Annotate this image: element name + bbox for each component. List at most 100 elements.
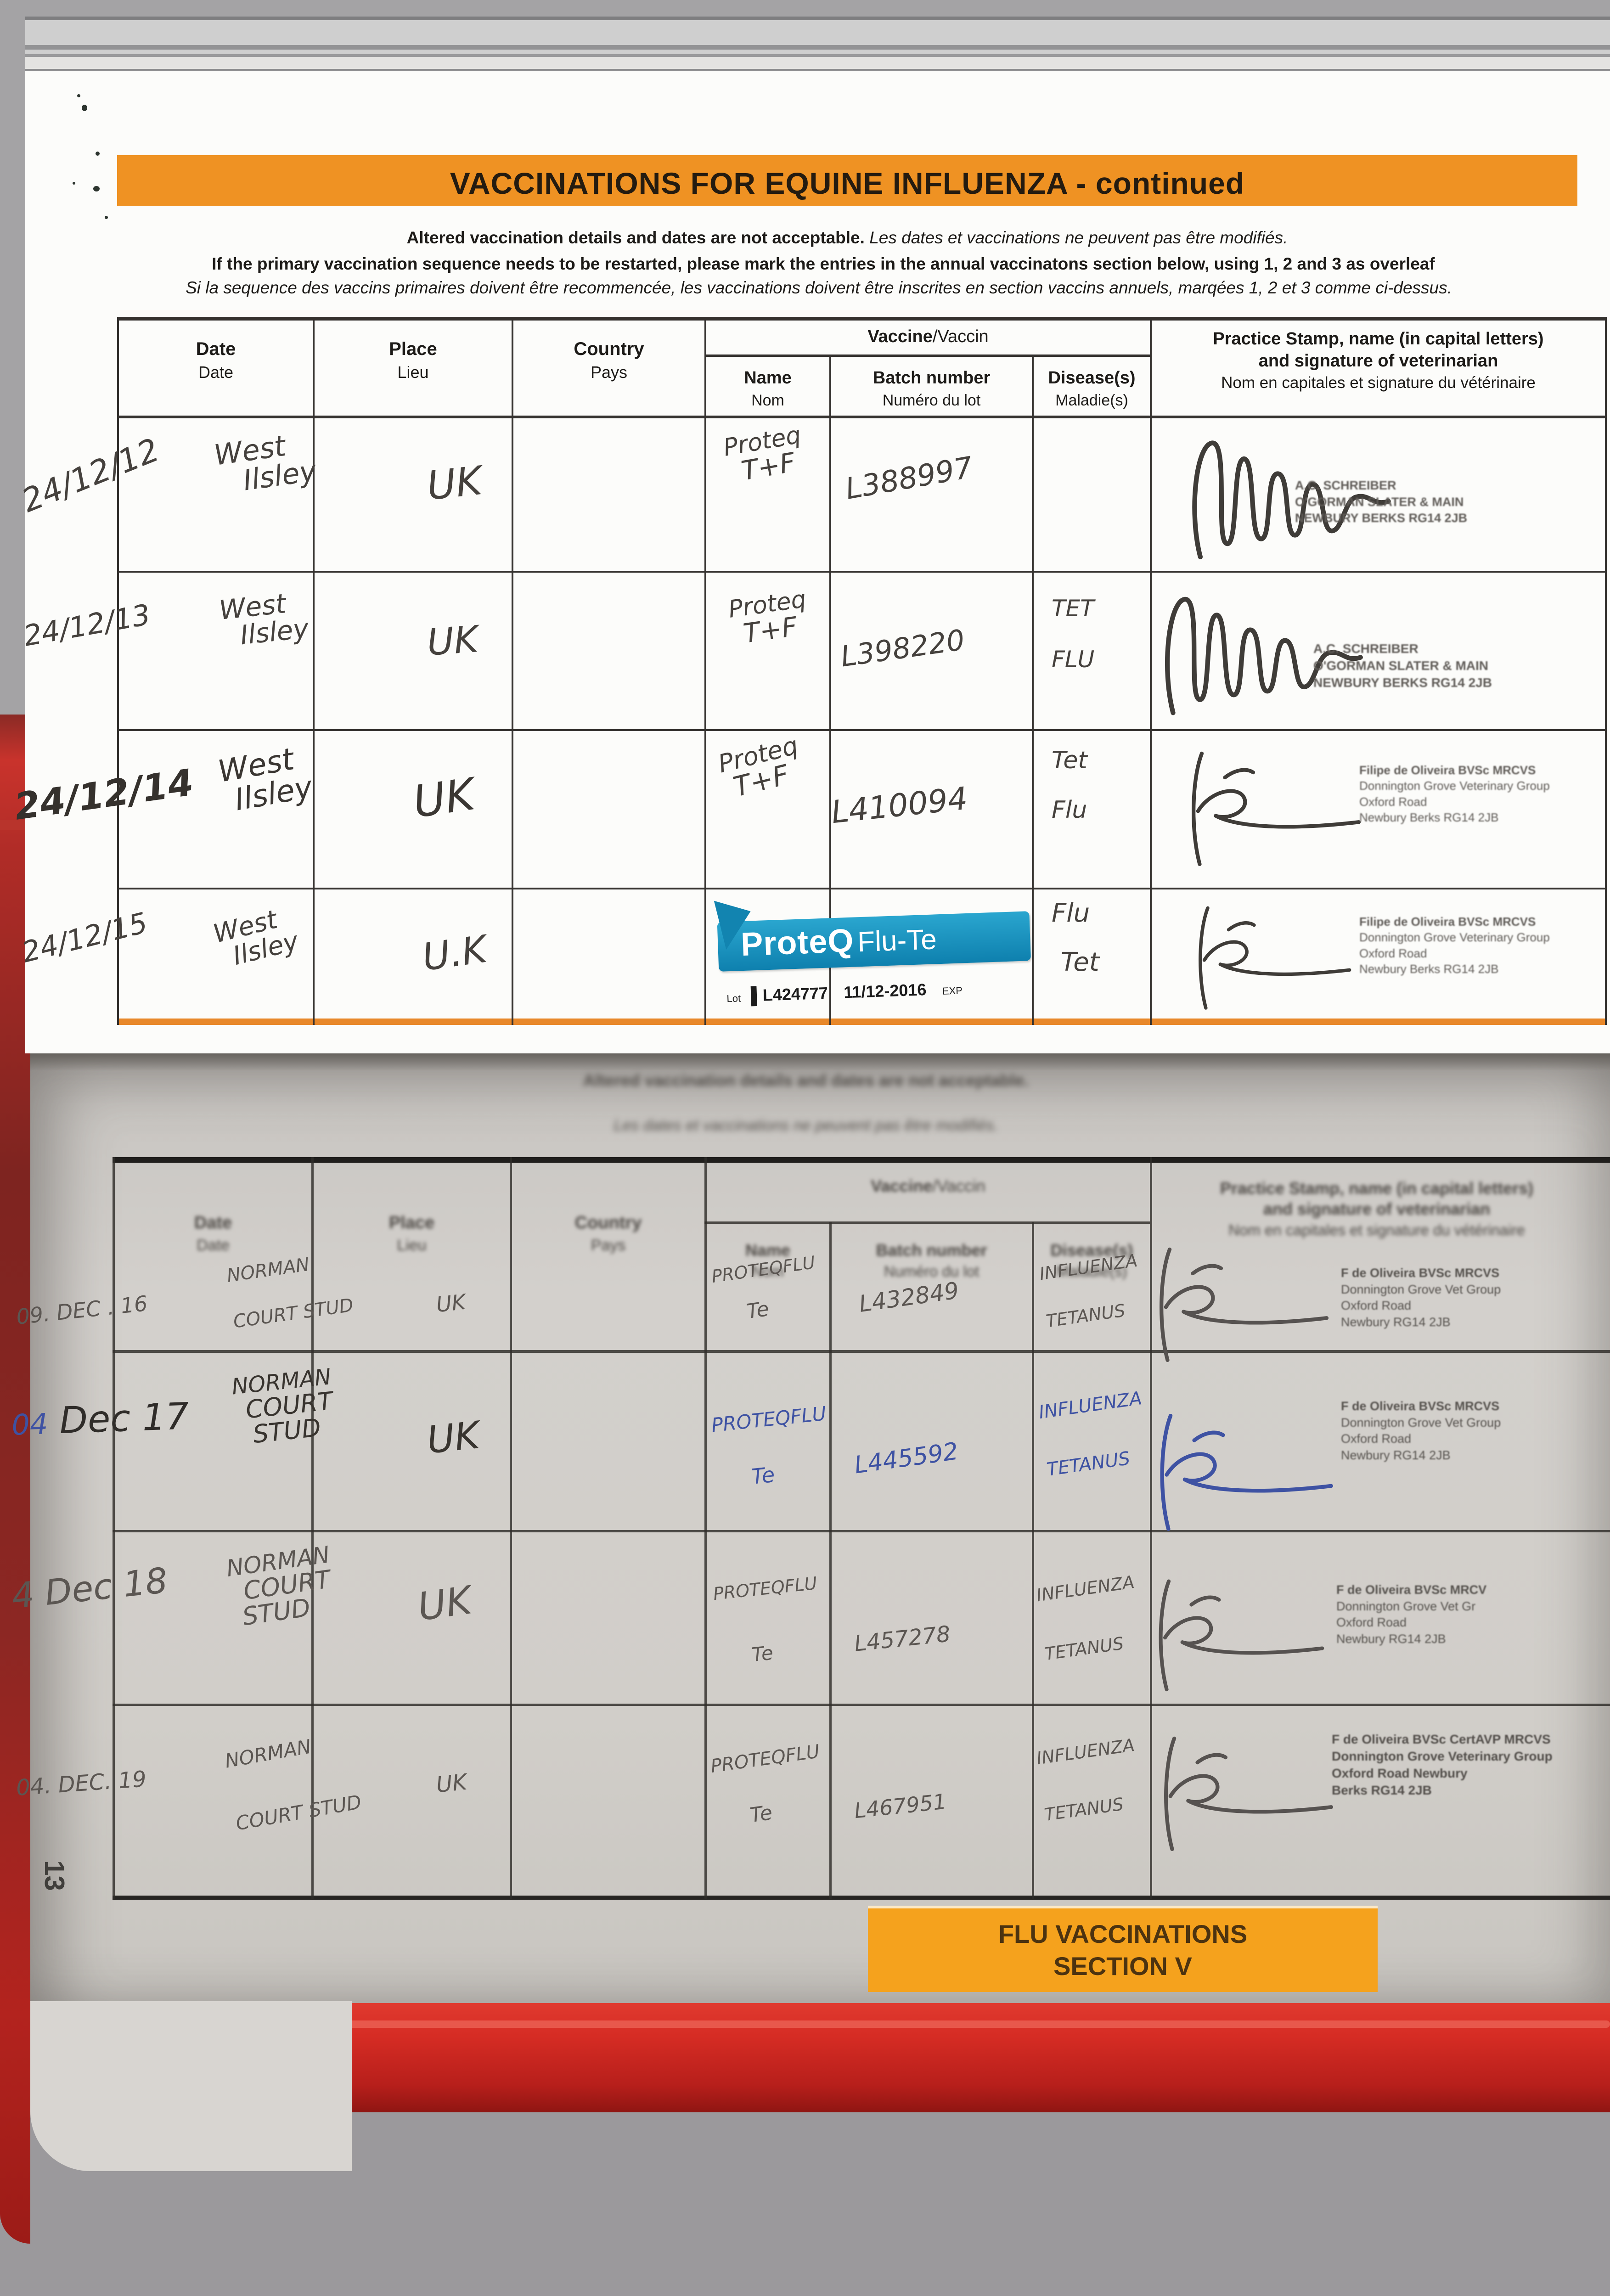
table-grid-line [512,317,513,1025]
col-header-disease-fr: Maladie(s) [1055,391,1128,409]
ink-speck [93,186,100,191]
vet-signature [1162,902,1364,1013]
entry-disease: TET FLU [1052,597,1094,671]
table-grid-line [117,888,1607,889]
sticker-exp-label: EXP [942,985,963,997]
entry-date-rest: Dec 17 [47,1395,190,1442]
stamp-line: Donnington Grove Vet Group [1341,1415,1501,1429]
ink-speck [73,182,75,185]
col-header-country: Country Pays [513,338,704,383]
restart-line-en: If the primary vaccination sequence need… [37,253,1610,275]
vet-signature [1130,1235,1332,1373]
vet-signature [1130,1396,1336,1548]
entry-place: West Ilsley [212,428,319,499]
table-grid-line [117,416,1607,418]
table-grid-line [313,317,315,1025]
entry-disease-line2: Flu [1052,796,1087,824]
col-header-date-en: Date [196,339,236,359]
stamp-line: Oxford Road [1336,1615,1407,1630]
ink-speck [82,105,87,111]
table-grid-line [704,317,706,1025]
vet-signature [1162,746,1364,870]
section-footer-line1: FLU VACCINATIONS [998,1919,1248,1948]
entry-place: NORMAN COURT STUD [225,1541,338,1631]
ink-speck [105,216,108,219]
entry-place: West Ilsley [218,588,310,651]
under-header-name-en: Name [745,1241,791,1260]
sticker-lot-row: Lot ▌L424777 11/12-2016 EXP [726,976,1039,1007]
table-grid-line [113,1157,1610,1163]
stamp-line: Newbury Berks RG14 2JB [1359,810,1499,824]
table-grid-line [704,355,1150,357]
table-grid-line [113,1530,1610,1532]
col-header-disease-en: Disease(s) [1048,368,1136,388]
page-stack-edge-line [25,57,1610,69]
col-header-batch-fr: Numéro du lot [882,391,981,409]
under-header-stamp-fr: Nom en capitales et signature du vétérin… [1228,1221,1525,1238]
binder-band-highlight [0,2020,1610,2028]
col-header-batch: Batch number Numéro du lot [831,367,1032,411]
under-header-country-en: Country [574,1213,642,1232]
col-header-date-fr: Date [198,363,234,382]
col-header-date: Date Date [119,338,313,383]
under-header-country-fr: Pays [591,1236,626,1254]
col-header-place-en: Place [389,339,437,359]
under-col-header-date: Date Date [114,1212,312,1256]
under-header-date-en: Date [194,1213,232,1232]
stamp-line: Newbury RG14 2JB [1336,1632,1446,1646]
stamp-line: Oxford Road [1341,1432,1412,1446]
col-header-batch-en: Batch number [873,368,991,388]
stamp-line: Newbury Berks RG14 2JB [1359,962,1499,976]
stamp-line: Donnington Grove Veterinary Group [1359,779,1550,793]
col-header-vaccine: Vaccine/Vaccin [706,326,1150,348]
sticker-lot-label: Lot [726,992,741,1005]
under-notice-fr-text: Les dates et vaccinations ne peuvent pas… [614,1117,998,1134]
table-grid-line [117,317,1607,321]
col-header-country-en: Country [574,339,644,359]
table-grid-line [1605,317,1607,1025]
entry-vaccine-name: Proteq T+F [726,585,811,649]
table-grid-line [117,317,119,1025]
under-header-stamp-en2: and signature of veterinarian [1263,1199,1491,1218]
table-grid-line [1150,317,1152,1025]
restart-fr: Si la sequence des vaccins primaires doi… [186,278,1452,297]
under-col-header-name: Name Nom [706,1240,829,1281]
practice-stamp: F de Oliveira BVSc MRCV Donnington Grove… [1336,1582,1486,1648]
under-notice-en: Altered vaccination details and dates ar… [117,1070,1495,1091]
entry-vaccine-name: Proteq T+F [721,421,808,487]
page-stack-edge-line [25,54,1610,57]
stamp-line: F de Oliveira BVSc MRCV [1336,1583,1487,1597]
entry-disease-line1: Tet [1052,747,1087,774]
col-header-name-en: Name [744,368,792,388]
stamp-line: A.C. SCHREIBER [1295,478,1396,492]
page-title: VACCINATIONS FOR EQUINE INFLUENZA - cont… [450,166,1245,200]
table-grid-line [117,729,1607,731]
under-header-stamp-en1: Practice Stamp, name (in capital letters… [1220,1179,1534,1198]
practice-stamp: A.C. SCHREIBER O'GORMAN SLATER & MAIN NE… [1313,641,1492,692]
page-number: 13 [39,1860,70,1891]
col-header-country-fr: Pays [590,363,628,382]
table-grid-line [113,1157,115,1899]
stamp-line: Newbury RG14 2JB [1341,1315,1451,1329]
passport-page-under [25,1054,1610,2005]
entry-country: U.K [420,927,490,980]
section-footer-box: FLU VACCINATIONS SECTION V [868,1906,1378,1992]
table-grid-line [311,1157,314,1899]
stamp-line: Donnington Grove Veterinary Group [1332,1749,1553,1763]
entry-vaccine-name: PROTEQFLU Te [709,1741,828,1830]
notice-fr: Les dates et vaccinations ne peuvent pas… [864,228,1288,247]
stamp-line: Filipe de Oliveira BVSc MRCVS [1359,915,1536,929]
under-header-place-en: Place [388,1213,435,1232]
vet-signature [1134,1717,1336,1869]
entry-place: NORMAN COURT STUD [231,1364,338,1449]
stamp-line: Newbury RG14 2JB [1341,1448,1451,1462]
stamp-line: F de Oliveira BVSc MRCVS [1341,1266,1500,1280]
table-grid-line [829,1222,832,1899]
ink-speck [96,152,100,156]
stamp-line: Oxford Road Newbury [1332,1766,1468,1780]
stamp-line: F de Oliveira BVSc CertAVP MRCVS [1332,1732,1551,1746]
col-header-stamp: Practice Stamp, name (in capital letters… [1152,328,1605,394]
col-header-vaccine-en: Vaccine [867,327,933,346]
practice-stamp: F de Oliveira BVSc CertAVP MRCVS Donning… [1332,1731,1553,1799]
sticker-lot-number: ▌L424777 [750,983,828,1005]
